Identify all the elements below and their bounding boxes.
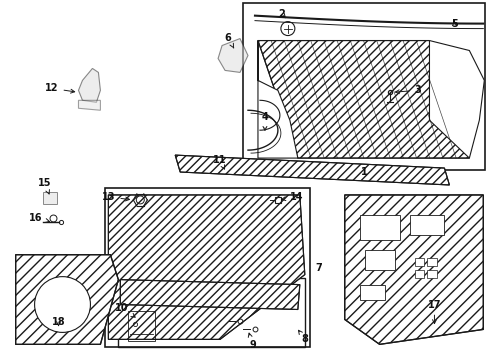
Text: 7: 7 (315, 263, 322, 273)
Polygon shape (120, 280, 299, 310)
Circle shape (35, 276, 90, 332)
Text: 12: 12 (45, 84, 75, 93)
Text: 17: 17 (427, 300, 440, 324)
Polygon shape (258, 41, 297, 158)
Text: 6: 6 (224, 32, 233, 48)
Bar (364, 250, 394, 270)
Polygon shape (42, 192, 57, 204)
Text: 13: 13 (102, 192, 129, 202)
Bar (359, 215, 399, 240)
Bar (427, 270, 437, 278)
Text: 15: 15 (38, 178, 51, 194)
Bar (105, 188, 309, 347)
Text: 2: 2 (278, 9, 285, 19)
Polygon shape (108, 195, 304, 339)
Bar (408, 215, 444, 235)
Polygon shape (175, 155, 448, 185)
Polygon shape (218, 39, 247, 72)
Polygon shape (258, 41, 468, 158)
Text: 14: 14 (281, 192, 303, 202)
Bar (414, 258, 424, 266)
Text: 5: 5 (450, 19, 457, 28)
Bar (427, 258, 437, 266)
Text: 16: 16 (29, 213, 49, 223)
Text: 18: 18 (52, 318, 65, 328)
Text: 3: 3 (395, 85, 420, 95)
Bar (414, 270, 424, 278)
Polygon shape (78, 100, 100, 110)
Polygon shape (78, 68, 100, 102)
Bar (118, 278, 304, 347)
Polygon shape (16, 255, 118, 345)
Bar (243, 3, 484, 170)
Polygon shape (344, 195, 482, 345)
Text: 8: 8 (298, 330, 308, 345)
Text: 4: 4 (261, 112, 268, 130)
Polygon shape (428, 41, 483, 158)
Text: 1: 1 (361, 167, 367, 177)
Text: 10: 10 (115, 302, 135, 317)
Text: 9: 9 (248, 333, 255, 350)
Text: 11: 11 (213, 155, 226, 169)
Bar (359, 285, 384, 300)
